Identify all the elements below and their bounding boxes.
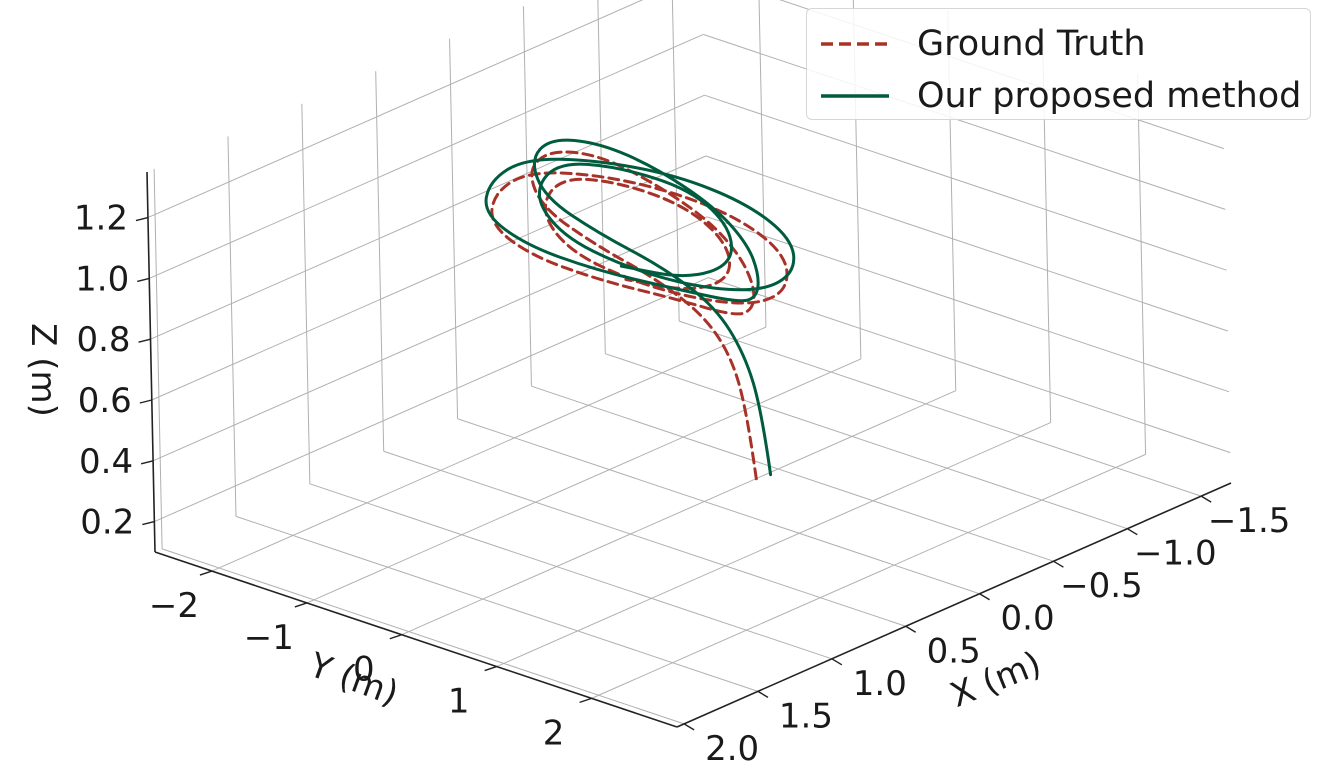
grid-line-wall-x bbox=[375, 71, 385, 452]
grid-line-wall-z bbox=[703, 33, 1226, 210]
z-tick-mark bbox=[140, 460, 154, 465]
y-tick-label: −2 bbox=[149, 586, 199, 626]
x-tick-mark bbox=[683, 723, 695, 731]
z-tick-label: 0.2 bbox=[80, 503, 134, 543]
x-tick-label: 1.0 bbox=[853, 664, 907, 704]
legend-label-ground-truth: Ground Truth bbox=[917, 24, 1146, 64]
y-tick-label: −1 bbox=[244, 618, 294, 658]
y-tick-label: 0 bbox=[353, 650, 375, 690]
z-tick-mark bbox=[138, 338, 151, 343]
x-tick-mark bbox=[1200, 495, 1212, 503]
grid-line-back-z bbox=[151, 155, 707, 401]
legend: Ground Truth Our proposed method bbox=[806, 8, 1311, 120]
x-tick-mark bbox=[905, 625, 917, 633]
z-tick-label: 0.6 bbox=[78, 381, 132, 421]
z-tick-mark bbox=[135, 216, 149, 222]
grid-line-wall-x bbox=[227, 136, 237, 517]
grid-line-wall-x bbox=[522, 6, 532, 387]
y-axis-line bbox=[154, 551, 678, 728]
grid-line-floor-x bbox=[679, 320, 1202, 497]
trajectories bbox=[484, 138, 796, 481]
y-tick-label: 2 bbox=[543, 713, 565, 753]
grid-line-floor-x bbox=[161, 548, 685, 725]
tick-labels: 2.0 1.5 1.0 0.5 0.0−0.5−1.0−1.5 −2 −1 0 1 2 0.2 0.4… bbox=[74, 199, 1291, 769]
grid-line-floor-y bbox=[591, 453, 1146, 699]
grid-line-wall-x bbox=[301, 103, 311, 484]
z-tick-mark bbox=[137, 277, 150, 283]
grid-line-floor-y bbox=[211, 326, 767, 572]
x-tick-mark bbox=[1053, 560, 1064, 568]
grid-line-floor-x bbox=[309, 483, 832, 660]
z-tick-mark bbox=[139, 399, 152, 404]
z-axis-label: Z (m) bbox=[23, 323, 63, 417]
y-tick-mark bbox=[484, 665, 497, 672]
series-line-proposed-method bbox=[484, 138, 796, 477]
y-tick-label: 1 bbox=[448, 682, 470, 722]
grid-line-wall-y bbox=[1137, 74, 1147, 455]
grid-line-wall-z bbox=[708, 277, 1231, 454]
z-tick-label: 1.0 bbox=[75, 259, 129, 299]
grid-line-floor-x bbox=[383, 450, 906, 627]
x-tick-label: −0.5 bbox=[1060, 566, 1143, 606]
grid-line-floor-y bbox=[306, 358, 862, 604]
grid-line-back-z bbox=[150, 94, 705, 340]
x-tick-label: 0.5 bbox=[927, 631, 981, 671]
z-tick-mark bbox=[142, 520, 155, 526]
legend-label-proposed-method: Our proposed method bbox=[917, 76, 1302, 116]
grid-line-back-z bbox=[154, 277, 709, 523]
legend-item-ground-truth: Ground Truth bbox=[819, 24, 1146, 64]
x-tick-label: −1.0 bbox=[1134, 534, 1217, 574]
axes bbox=[135, 171, 1232, 731]
grid-line-wall-x bbox=[153, 168, 163, 549]
z-tick-label: 0.8 bbox=[76, 320, 130, 360]
grid-line-back-z bbox=[147, 0, 644, 219]
x-tick-mark bbox=[1126, 528, 1138, 536]
grid-line-floor-x bbox=[531, 385, 1054, 562]
grid-line-floor-x bbox=[235, 515, 759, 692]
x-tick-label: 2.0 bbox=[705, 729, 759, 769]
grid-line-wall-z bbox=[704, 94, 1227, 271]
grid-line-floor-x bbox=[457, 418, 980, 595]
grid-line-wall-z bbox=[705, 155, 1228, 332]
x-tick-mark bbox=[979, 593, 990, 601]
y-tick-mark bbox=[199, 570, 213, 576]
x-tick-mark bbox=[757, 690, 769, 698]
x-tick-label: 1.5 bbox=[779, 696, 833, 736]
z-tick-label: 0.4 bbox=[79, 442, 133, 482]
dashed-line-swatch bbox=[821, 42, 889, 46]
grid-line-wall-x bbox=[671, 0, 680, 322]
z-axis-line bbox=[146, 171, 156, 553]
grid-line-back-z bbox=[152, 216, 708, 462]
grid-line-back-z bbox=[149, 33, 704, 279]
grid-line-floor-x bbox=[605, 353, 1128, 530]
solid-line-swatch bbox=[821, 94, 889, 98]
grid-line-wall-x bbox=[449, 38, 459, 419]
x-tick-mark bbox=[831, 658, 843, 666]
y-tick-mark bbox=[294, 602, 308, 608]
x-axis-line bbox=[676, 482, 1232, 728]
grid-line-wall-z bbox=[706, 216, 1230, 393]
grid-line-floor-y bbox=[401, 390, 956, 636]
legend-item-proposed-method: Our proposed method bbox=[819, 76, 1301, 116]
z-tick-label: 1.2 bbox=[74, 199, 128, 239]
x-tick-label: 0.0 bbox=[1001, 599, 1055, 639]
grid-lines bbox=[147, 0, 1231, 725]
y-tick-mark bbox=[579, 697, 592, 704]
grid-line-wall-y bbox=[758, 0, 767, 328]
x-tick-label: −1.5 bbox=[1208, 501, 1291, 541]
series-line-ground-truth bbox=[490, 150, 789, 481]
y-tick-mark bbox=[389, 634, 402, 640]
grid-line-floor-y bbox=[496, 422, 1051, 668]
